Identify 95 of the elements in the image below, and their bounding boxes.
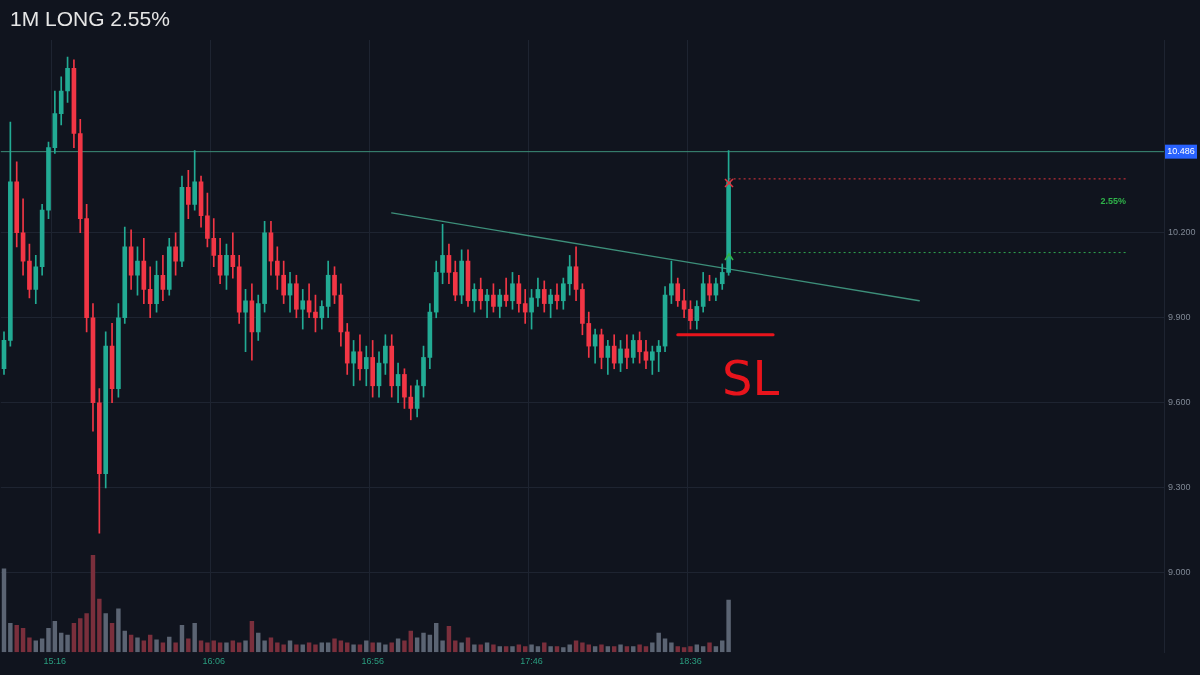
bar [224,642,229,653]
bar [402,640,407,653]
bar [325,642,331,653]
bar [14,624,19,653]
bar [154,639,159,653]
candlestick [522,289,528,324]
bar [217,642,223,653]
bar [535,646,541,653]
bar [510,646,515,653]
bar [186,638,191,653]
bar [192,623,197,653]
bar [624,646,630,653]
bar [294,644,299,653]
bar [643,646,649,653]
bar [421,632,426,653]
bar [243,640,248,653]
bar [694,644,700,653]
bar [300,644,305,653]
bar [713,646,719,653]
bar [472,644,477,653]
bar [116,608,121,653]
x-tick-label: 16:56 [361,656,384,667]
candlestick [300,289,306,330]
y-tick-label: 9.900 [1168,312,1191,323]
bar [103,613,108,653]
bar [236,642,242,653]
y-tick-label: 9.000 [1168,567,1191,578]
bar [27,637,32,653]
annotation: 2.55% [1100,196,1126,207]
bar [345,642,350,653]
bar [364,640,369,653]
chart-title: 1M LONG 2.55% [10,7,170,31]
bar [262,640,267,653]
bar [516,644,522,653]
bar [97,598,102,653]
bar [8,623,13,653]
bar [249,621,255,653]
bar [52,621,58,653]
bar [306,642,312,653]
bar [592,646,598,653]
y-tick-label: 9.300 [1168,482,1191,493]
bar [313,644,318,653]
bar [700,646,706,653]
annotation: SL [721,350,780,407]
bar [173,642,178,653]
bar [65,634,70,653]
bar [389,642,394,653]
bar [548,646,553,653]
bar [78,618,83,653]
bar [478,644,483,653]
bar [319,642,325,653]
bar [46,627,51,653]
bar [726,599,731,653]
bar [205,642,210,653]
bar [497,646,503,653]
x-tick-label: 15:16 [43,656,67,667]
bar [586,644,591,653]
x-tick-label: 17:46 [520,656,543,667]
bar [383,644,388,653]
bar [503,646,509,653]
bar [522,646,528,653]
y-tick-label: 10.200 [1168,227,1196,238]
bar [484,642,490,653]
bar [599,644,604,653]
y-tick-label: 9.600 [1168,397,1191,408]
ref-line-label: 10.486 [1167,146,1195,157]
bar [605,646,611,653]
bar [637,644,642,653]
x-tick-label: 18:36 [679,656,702,667]
x-tick-label: 16:06 [202,656,226,667]
bar [554,646,560,653]
bar [84,613,89,653]
bar [135,637,140,653]
bar [542,642,547,653]
bar [332,638,337,653]
bar [370,642,375,653]
bar [688,646,693,653]
bar [681,647,687,653]
bar [611,646,617,653]
bar [618,644,623,653]
bar [376,642,382,653]
bar [453,640,458,653]
bar [707,642,712,653]
bar [491,644,496,653]
bar [160,642,166,653]
bar [580,642,585,653]
bar [357,644,363,653]
bar [675,646,680,653]
bar [631,646,636,653]
bar [459,642,464,653]
bar [669,642,674,653]
bar [90,555,96,653]
bar [440,640,445,653]
bar [529,644,534,653]
bar [351,644,356,653]
